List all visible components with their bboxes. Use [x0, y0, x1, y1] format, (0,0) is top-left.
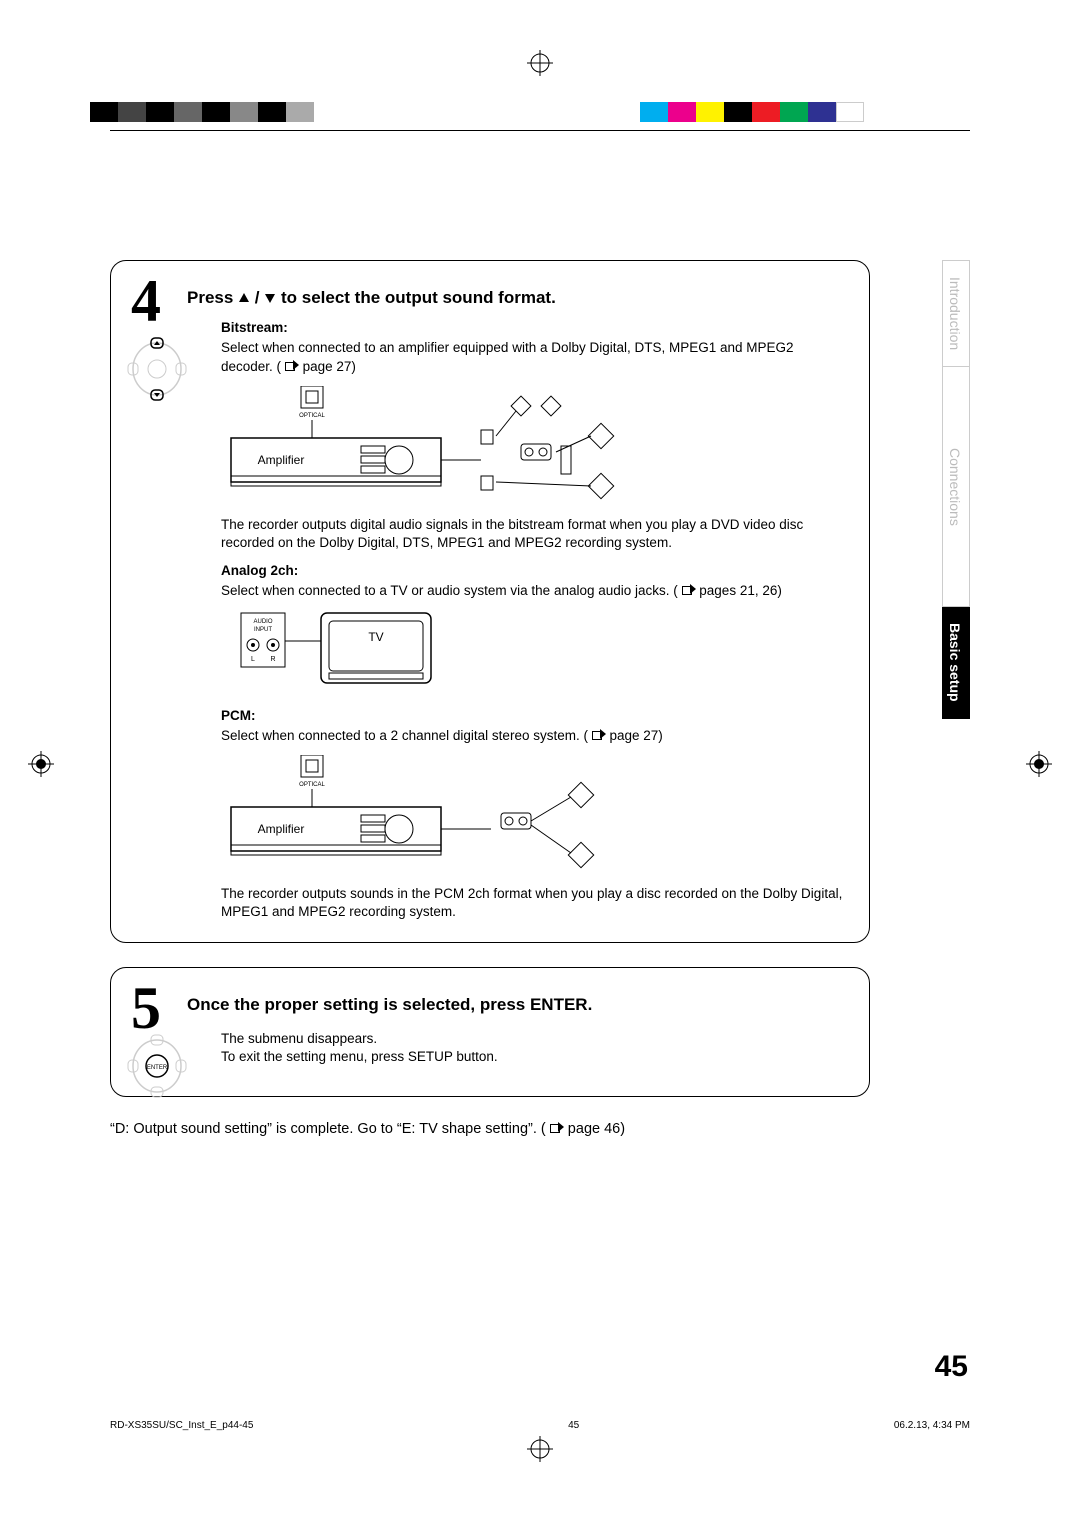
- optical-label: OPTICAL: [299, 413, 325, 419]
- bitstream-desc: Select when connected to an amplifier eq…: [221, 339, 849, 375]
- analog-desc: Select when connected to a TV or audio s…: [221, 582, 849, 600]
- color-swatch: [640, 102, 668, 122]
- amplifier-label: Amplifier: [258, 453, 305, 467]
- crosshair-icon: [527, 1436, 553, 1462]
- step-5-box: 5 Once the proper setting is selected, p…: [110, 967, 870, 1098]
- gray-swatch: [118, 102, 146, 122]
- page-number: 45: [935, 1350, 968, 1384]
- footer-file: RD-XS35SU/SC_Inst_E_p44-45: [110, 1420, 253, 1431]
- remote-enter-icon: ENTER: [125, 1032, 189, 1100]
- page-content: 4 Press / to select the output sound for…: [110, 260, 870, 1137]
- amplifier-label: Amplifier: [258, 822, 305, 836]
- tab-introduction: Introduction: [942, 260, 970, 367]
- optical-label: OPTICAL: [299, 782, 325, 788]
- r-label: R: [270, 656, 275, 663]
- page-arrow-icon: [592, 729, 606, 740]
- color-swatch: [836, 102, 864, 122]
- heading-text: to select the output sound format.: [281, 288, 556, 307]
- tab-connections: Connections: [942, 367, 970, 607]
- analog-label: Analog 2ch:: [221, 562, 849, 580]
- input-label: INPUT: [254, 627, 272, 633]
- audio-label: AUDIO: [253, 619, 272, 625]
- analog-tv-diagram: AUDIO INPUT L R TV: [221, 607, 481, 697]
- gray-swatch: [202, 102, 230, 122]
- color-swatch: [808, 102, 836, 122]
- step-4-heading: Press / to select the output sound forma…: [187, 287, 849, 309]
- color-swatch: [696, 102, 724, 122]
- up-triangle-icon: [238, 292, 250, 304]
- gray-swatch: [90, 102, 118, 122]
- enter-label: ENTER: [147, 1065, 168, 1071]
- color-swatch: [780, 102, 808, 122]
- step-4-box: 4 Press / to select the output sound for…: [110, 260, 870, 943]
- remote-dpad-icon: [125, 335, 189, 403]
- gray-swatch: [174, 102, 202, 122]
- crosshair-icon: [527, 50, 553, 76]
- crosshair-icon: [28, 751, 54, 777]
- top-rule: [110, 130, 970, 131]
- crosshair-icon: [1026, 751, 1052, 777]
- gray-swatch: [286, 102, 314, 122]
- page-ref: page 46): [564, 1121, 625, 1137]
- page-arrow-icon: [682, 584, 696, 595]
- section-tabs: Introduction Connections Basic setup: [890, 260, 970, 1020]
- page-arrow-icon: [550, 1122, 564, 1133]
- step-number: 4: [131, 267, 161, 336]
- color-swatch: [752, 102, 780, 122]
- footer-page: 45: [568, 1420, 579, 1431]
- bitstream-desc2: The recorder outputs digital audio signa…: [221, 516, 849, 552]
- step-5-heading: Once the proper setting is selected, pre…: [187, 994, 849, 1016]
- slash: /: [255, 288, 264, 307]
- page-arrow-icon: [285, 360, 299, 371]
- gray-swatch: [146, 102, 174, 122]
- gray-swatch: [258, 102, 286, 122]
- pcm-amplifier-diagram: OPTICAL Amplifier: [221, 755, 641, 875]
- step-4-body: Bitstream: Select when connected to an a…: [221, 319, 849, 921]
- pcm-desc2: The recorder outputs sounds in the PCM 2…: [221, 885, 849, 921]
- tab-basic-setup: Basic setup: [942, 607, 970, 719]
- step5-line1: The submenu disappears.: [221, 1030, 849, 1048]
- pcm-label: PCM:: [221, 707, 849, 725]
- color-swatch: [724, 102, 752, 122]
- footnote: “D: Output sound setting” is complete. G…: [110, 1121, 870, 1137]
- gray-swatch: [230, 102, 258, 122]
- step-5-body: The submenu disappears. To exit the sett…: [221, 1030, 849, 1066]
- text: “D: Output sound setting” is complete. G…: [110, 1121, 546, 1137]
- text: Select when connected to a TV or audio s…: [221, 583, 678, 598]
- footer: RD-XS35SU/SC_Inst_E_p44-45 45 06.2.13, 4…: [110, 1420, 970, 1431]
- pcm-desc: Select when connected to a 2 channel dig…: [221, 727, 849, 745]
- l-label: L: [251, 656, 255, 663]
- page-ref: pages 21, 26): [696, 583, 782, 598]
- page-ref: page 27): [606, 728, 663, 743]
- text: Select when connected to a 2 channel dig…: [221, 728, 588, 743]
- tv-label: TV: [368, 630, 383, 644]
- footer-timestamp: 06.2.13, 4:34 PM: [894, 1420, 970, 1431]
- bitstream-amplifier-diagram: OPTICAL Amplifier: [221, 386, 641, 506]
- heading-text: Press: [187, 288, 238, 307]
- down-triangle-icon: [264, 292, 276, 304]
- color-swatch: [668, 102, 696, 122]
- step5-line2: To exit the setting menu, press SETUP bu…: [221, 1048, 849, 1066]
- bitstream-label: Bitstream:: [221, 319, 849, 337]
- page-ref: page 27): [299, 359, 356, 374]
